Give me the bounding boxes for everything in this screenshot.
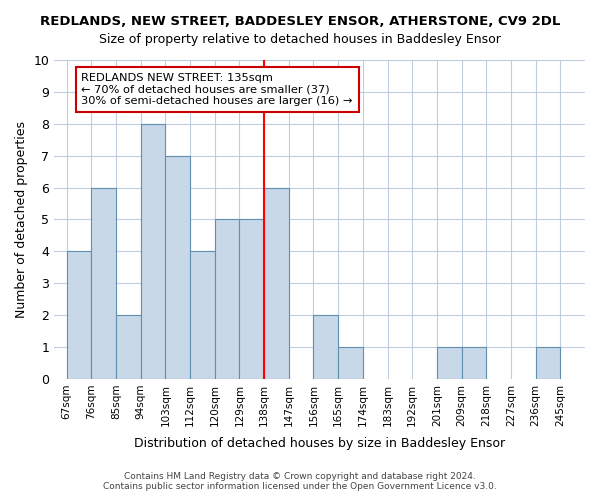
Bar — [461, 347, 486, 379]
Text: Contains HM Land Registry data © Crown copyright and database right 2024.
Contai: Contains HM Land Registry data © Crown c… — [103, 472, 497, 491]
Bar — [264, 188, 289, 379]
Y-axis label: Number of detached properties: Number of detached properties — [15, 121, 28, 318]
Bar — [166, 156, 190, 379]
Text: REDLANDS NEW STREET: 135sqm
← 70% of detached houses are smaller (37)
30% of sem: REDLANDS NEW STREET: 135sqm ← 70% of det… — [82, 73, 353, 106]
Bar — [140, 124, 166, 379]
Bar — [437, 347, 461, 379]
Bar — [116, 315, 140, 379]
Bar — [67, 252, 91, 379]
Bar — [239, 220, 264, 379]
Bar — [91, 188, 116, 379]
Text: REDLANDS, NEW STREET, BADDESLEY ENSOR, ATHERSTONE, CV9 2DL: REDLANDS, NEW STREET, BADDESLEY ENSOR, A… — [40, 15, 560, 28]
X-axis label: Distribution of detached houses by size in Baddesley Ensor: Distribution of detached houses by size … — [134, 437, 505, 450]
Bar — [313, 315, 338, 379]
Bar — [338, 347, 363, 379]
Bar — [536, 347, 560, 379]
Bar — [190, 252, 215, 379]
Bar — [215, 220, 239, 379]
Text: Size of property relative to detached houses in Baddesley Ensor: Size of property relative to detached ho… — [99, 32, 501, 46]
